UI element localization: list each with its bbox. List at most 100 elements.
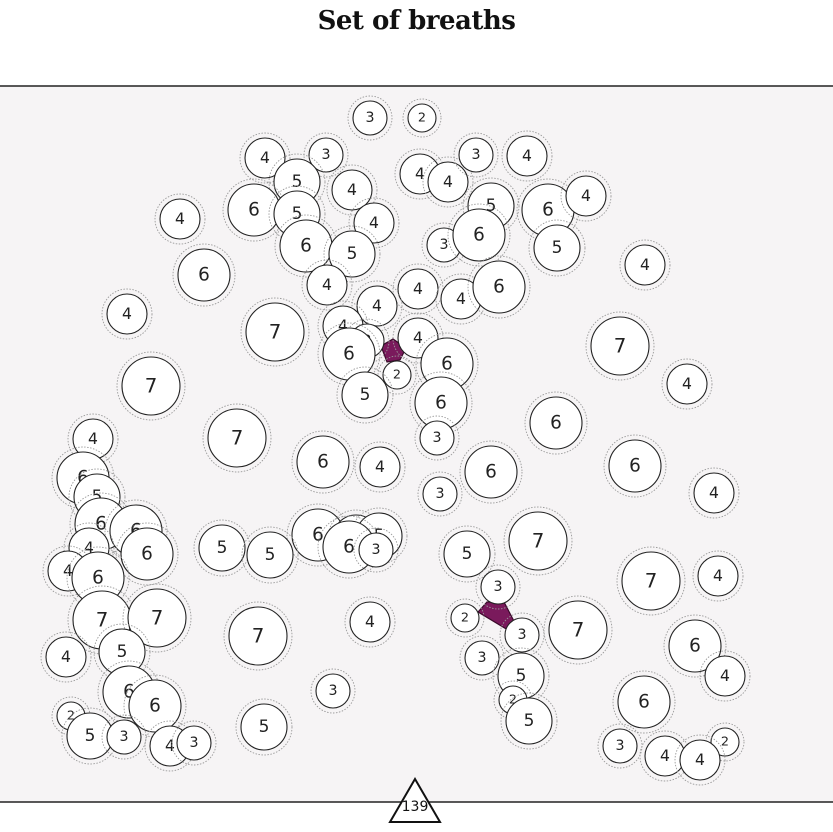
node-halo	[447, 203, 511, 267]
node-halo	[336, 366, 394, 424]
node-circle	[359, 446, 401, 488]
node-label: 4	[260, 149, 270, 167]
node-label: 6	[248, 200, 260, 221]
breath-node: 4	[344, 596, 396, 648]
node-halo	[692, 550, 744, 602]
node-label: 5	[217, 538, 228, 558]
node-circle	[419, 420, 455, 456]
node-halo	[417, 471, 463, 517]
node-circle	[308, 137, 344, 173]
node-halo	[347, 95, 393, 141]
node-label: 6	[493, 277, 505, 298]
node-label: 3	[328, 683, 337, 699]
breath-node: 6	[524, 391, 588, 455]
node-halo	[116, 351, 186, 421]
breath-node: 7	[543, 595, 613, 665]
breath-node: 7	[116, 351, 186, 421]
node-halo	[500, 692, 558, 750]
breath-node: 4	[239, 132, 291, 184]
breath-node: 7	[202, 403, 272, 473]
breath-node: 4	[674, 734, 726, 786]
page-marker: 139	[388, 777, 442, 823]
node-halo	[172, 243, 236, 307]
node-halo	[303, 132, 349, 178]
breath-node: 6	[459, 440, 523, 504]
node-label: 7	[96, 609, 109, 632]
node-circle	[533, 224, 581, 272]
node-label: 5	[92, 487, 103, 507]
breath-node: 2	[402, 98, 442, 138]
node-label: 5	[265, 545, 276, 565]
breath-node: 5	[528, 219, 586, 277]
breath-node: 3	[303, 132, 349, 178]
node-circle	[697, 555, 739, 597]
node-label: 6	[95, 514, 107, 535]
node-halo	[202, 403, 272, 473]
node-label: 7	[269, 321, 282, 344]
node-label: 7	[645, 570, 658, 593]
breath-node: 3	[475, 564, 521, 610]
node-circle	[159, 198, 201, 240]
breath-node: 4	[326, 164, 378, 216]
node-label: 6	[141, 544, 153, 565]
node-label: 6	[550, 413, 562, 434]
node-halo	[310, 668, 356, 714]
page-number: 139	[402, 799, 429, 815]
node-label: 5	[516, 666, 527, 686]
node-halo	[619, 239, 671, 291]
node-halo	[101, 288, 153, 340]
node-circle	[331, 169, 373, 211]
breath-node: 3	[414, 415, 460, 461]
breath-node: 4	[154, 193, 206, 245]
node-halo	[445, 598, 485, 638]
breath-node: 5	[500, 692, 558, 750]
node-label: 4	[88, 430, 98, 448]
node-label: 4	[522, 147, 532, 165]
node-circle	[296, 435, 350, 489]
node-label: 3	[517, 627, 526, 643]
node-circle	[106, 293, 148, 335]
node-halo	[101, 714, 147, 760]
node-halo	[705, 722, 745, 762]
node-circle	[464, 640, 500, 676]
node-circle	[506, 135, 548, 177]
breath-node: 6	[172, 243, 236, 307]
breath-node: 3	[310, 668, 356, 714]
node-circle	[341, 371, 389, 419]
node-label: 3	[365, 110, 374, 126]
node-circle	[508, 511, 568, 571]
node-label: 5	[292, 172, 303, 192]
node-label: 5	[347, 244, 358, 264]
node-halo	[603, 434, 667, 498]
node-halo	[122, 583, 192, 653]
node-label: 2	[418, 111, 426, 126]
node-label: 6	[300, 236, 312, 257]
node-halo	[235, 698, 293, 756]
breath-node: 4	[501, 130, 553, 182]
node-label: 4	[720, 667, 730, 685]
node-halo	[171, 720, 217, 766]
node-label: 4	[63, 562, 73, 580]
node-halo	[414, 415, 460, 461]
breath-shape	[477, 601, 517, 631]
node-circle	[624, 244, 666, 286]
node-label: 4	[415, 165, 425, 183]
breath-node: 6	[123, 674, 187, 738]
node-halo	[674, 734, 726, 786]
node-label: 4	[713, 567, 723, 585]
node-circle	[240, 703, 288, 751]
node-label: 6	[689, 636, 701, 657]
breath-node: 4	[692, 550, 744, 602]
node-circle	[228, 606, 288, 666]
node-circle	[679, 739, 721, 781]
node-label: 3	[439, 237, 448, 253]
node-circle	[315, 673, 351, 709]
node-circle	[458, 137, 494, 173]
node-circle	[529, 396, 583, 450]
node-label: 5	[552, 238, 563, 258]
node-label: 7	[532, 530, 545, 553]
breath-node: 7	[223, 601, 293, 671]
node-halo	[377, 355, 417, 395]
node-circle	[358, 532, 394, 568]
node-label: 4	[165, 737, 175, 755]
